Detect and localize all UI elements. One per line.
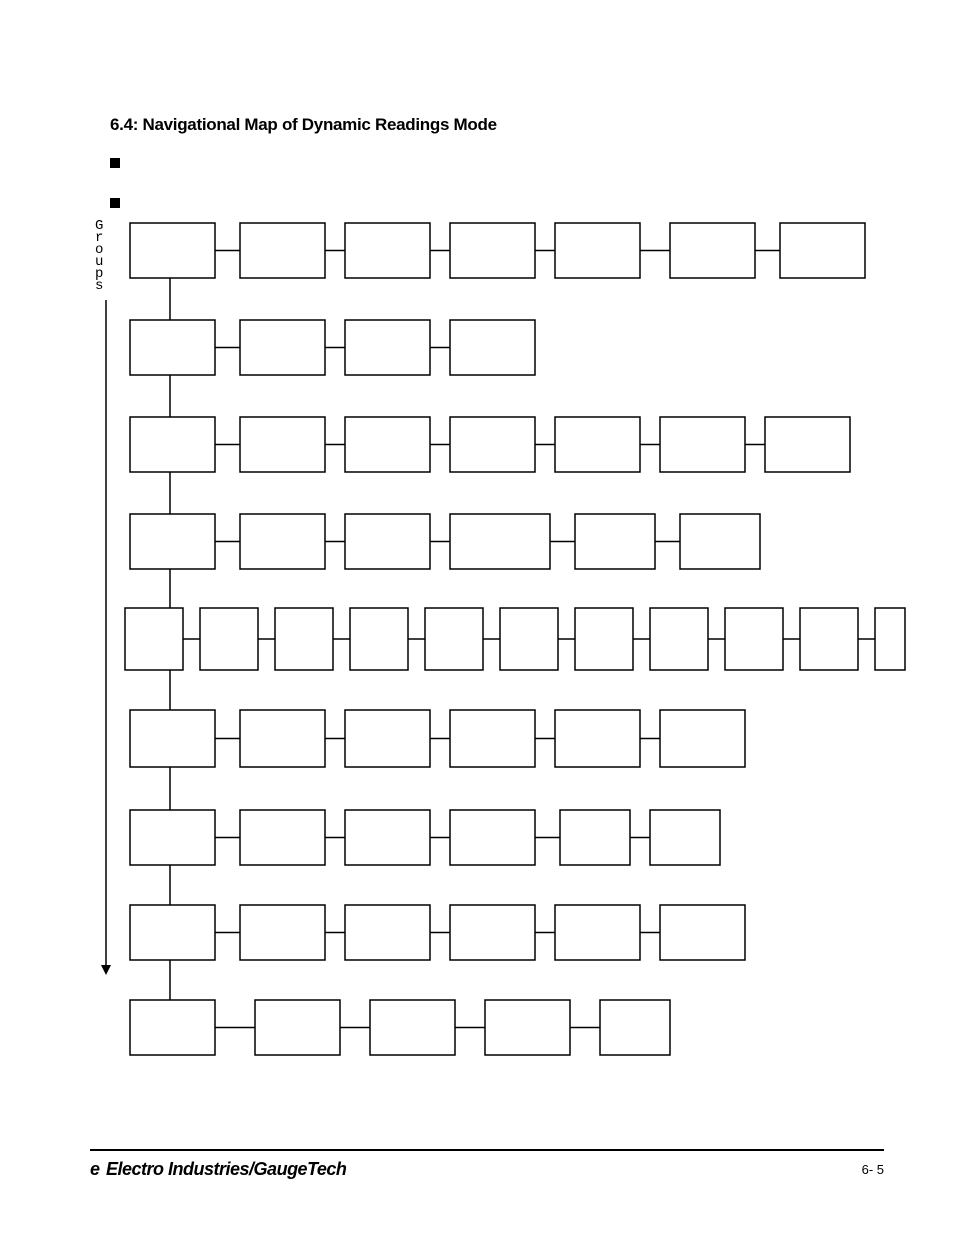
nav-map-diagram <box>0 0 954 1100</box>
node-box <box>345 417 430 472</box>
node-box <box>450 417 535 472</box>
node-box <box>555 710 640 767</box>
node-box <box>450 710 535 767</box>
footer-brand-text: Electro Industries/GaugeTech <box>106 1159 346 1180</box>
node-box <box>200 608 258 670</box>
node-box <box>130 320 215 375</box>
node-box <box>240 514 325 569</box>
node-box <box>450 810 535 865</box>
node-box <box>660 905 745 960</box>
page-footer: e Electro Industries/GaugeTech 6- 5 <box>90 1149 884 1180</box>
node-box <box>680 514 760 569</box>
node-box <box>575 608 633 670</box>
node-box <box>130 514 215 569</box>
node-box <box>485 1000 570 1055</box>
node-box <box>345 810 430 865</box>
node-box <box>130 905 215 960</box>
node-box <box>555 417 640 472</box>
node-box <box>345 514 430 569</box>
node-box <box>500 608 558 670</box>
node-box <box>555 905 640 960</box>
node-box <box>345 905 430 960</box>
node-box <box>240 320 325 375</box>
node-box <box>600 1000 670 1055</box>
node-box <box>240 905 325 960</box>
node-box <box>575 514 655 569</box>
node-box <box>345 710 430 767</box>
node-box <box>650 608 708 670</box>
node-box <box>345 223 430 278</box>
node-box <box>130 810 215 865</box>
node-box <box>350 608 408 670</box>
node-box <box>345 320 430 375</box>
node-box <box>370 1000 455 1055</box>
node-box <box>130 417 215 472</box>
footer-page-number: 6- 5 <box>862 1162 884 1177</box>
node-box <box>240 710 325 767</box>
node-box <box>555 223 640 278</box>
node-box <box>240 417 325 472</box>
node-box <box>130 710 215 767</box>
node-box <box>425 608 483 670</box>
node-box <box>650 810 720 865</box>
node-box <box>780 223 865 278</box>
node-box <box>240 223 325 278</box>
node-box <box>450 223 535 278</box>
node-box <box>130 223 215 278</box>
node-box <box>725 608 783 670</box>
node-box <box>765 417 850 472</box>
node-box <box>275 608 333 670</box>
footer-logo-mark: e <box>90 1159 100 1180</box>
node-box <box>660 417 745 472</box>
node-box <box>255 1000 340 1055</box>
node-box <box>450 514 550 569</box>
node-box <box>670 223 755 278</box>
node-box <box>130 1000 215 1055</box>
node-box <box>800 608 858 670</box>
node-box <box>125 608 183 670</box>
node-box <box>450 320 535 375</box>
node-box <box>240 810 325 865</box>
node-box <box>875 608 905 670</box>
node-box <box>450 905 535 960</box>
node-box <box>560 810 630 865</box>
node-box <box>660 710 745 767</box>
arrow-head-icon <box>101 965 111 975</box>
